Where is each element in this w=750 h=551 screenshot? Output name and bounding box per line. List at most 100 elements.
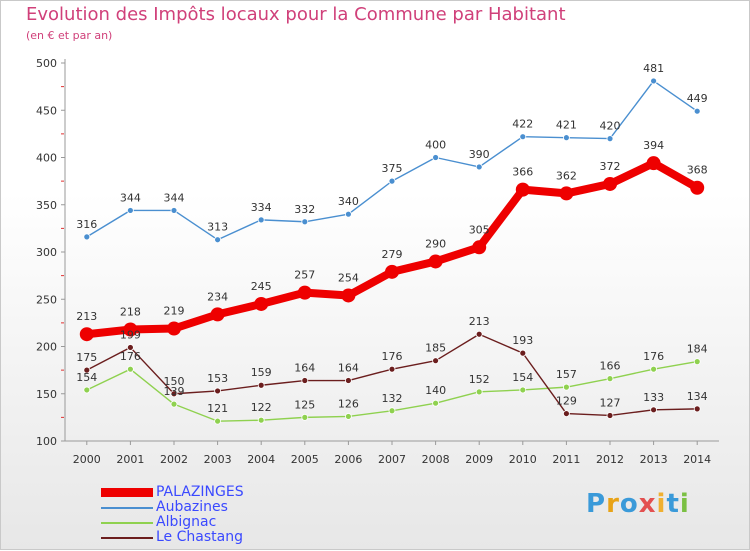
x-tick-label: 2000 <box>73 453 101 466</box>
data-label: 334 <box>251 201 272 214</box>
data-point <box>83 233 91 241</box>
data-label: 176 <box>643 350 664 363</box>
data-label: 316 <box>76 218 97 231</box>
data-label: 176 <box>382 350 403 363</box>
legend-item-aubazines: Aubazines <box>101 500 244 515</box>
legend-label-albignac: Albignac <box>156 514 217 530</box>
data-label: 245 <box>251 280 272 293</box>
chart-subtitle: (en € et par an) <box>26 29 113 42</box>
x-tick-label: 2001 <box>116 453 144 466</box>
data-label: 122 <box>251 401 272 414</box>
data-point <box>690 180 705 195</box>
data-label: 366 <box>512 166 533 179</box>
data-point <box>126 207 134 214</box>
legend-swatch-palazinges <box>101 488 153 497</box>
data-point <box>385 264 399 279</box>
data-label: 257 <box>294 269 315 282</box>
data-point <box>214 236 222 244</box>
data-point <box>606 412 614 419</box>
data-point <box>475 330 483 338</box>
data-label: 219 <box>164 305 185 318</box>
legend-item-albignac: Albignac <box>101 515 244 530</box>
data-label: 133 <box>643 391 664 404</box>
data-point <box>432 399 440 407</box>
data-label: 175 <box>76 351 97 364</box>
y-tick-label: 500 <box>36 57 57 70</box>
brand-letter: x <box>638 489 657 519</box>
data-label: 157 <box>556 368 577 381</box>
y-tick-label: 250 <box>36 293 57 306</box>
chart-title: Evolution des Impôts locaux pour la Comm… <box>26 4 566 25</box>
data-label: 164 <box>338 362 359 375</box>
x-tick-label: 2014 <box>683 453 711 466</box>
y-tick-label: 200 <box>36 341 57 354</box>
data-point <box>693 107 701 115</box>
data-label: 305 <box>469 223 490 236</box>
data-label: 290 <box>425 237 446 250</box>
data-label: 449 <box>687 92 708 105</box>
y-tick-label: 300 <box>36 246 57 259</box>
data-label: 193 <box>512 334 533 347</box>
data-point <box>257 216 265 224</box>
data-point <box>254 296 269 311</box>
data-label: 139 <box>164 385 185 398</box>
x-tick-label: 2012 <box>596 453 624 466</box>
data-point <box>563 410 570 417</box>
data-point <box>475 163 483 171</box>
data-label: 394 <box>643 139 664 152</box>
data-point <box>123 322 138 337</box>
x-tick-label: 2007 <box>378 453 406 466</box>
legend-swatch-aubazines <box>101 506 153 509</box>
data-point <box>170 207 178 214</box>
data-point <box>341 288 356 303</box>
brand-letter: P <box>586 489 607 519</box>
data-point <box>257 416 265 424</box>
data-point <box>79 327 94 342</box>
data-point <box>170 400 178 408</box>
data-label: 400 <box>425 139 446 152</box>
data-point <box>344 210 352 218</box>
data-label: 140 <box>425 384 446 397</box>
data-point <box>301 218 309 226</box>
data-label: 340 <box>338 195 359 208</box>
data-label: 481 <box>643 62 664 75</box>
data-label: 159 <box>251 366 272 379</box>
data-point <box>650 406 657 414</box>
y-tick-label: 450 <box>36 104 57 117</box>
data-label: 279 <box>382 248 403 261</box>
data-point <box>559 186 574 201</box>
y-tick-label: 400 <box>36 152 57 165</box>
data-label: 121 <box>207 402 228 415</box>
y-tick-label: 100 <box>36 435 57 448</box>
data-label: 390 <box>469 148 490 161</box>
brand-letter: i <box>679 489 690 519</box>
data-label: 153 <box>207 372 228 385</box>
data-point <box>606 375 614 383</box>
data-label: 164 <box>294 362 315 375</box>
data-label: 127 <box>600 396 621 409</box>
data-label: 372 <box>600 160 621 173</box>
data-label: 184 <box>687 343 708 356</box>
data-point <box>301 377 309 384</box>
data-label: 420 <box>600 120 621 133</box>
data-label: 332 <box>294 203 315 216</box>
data-point <box>167 321 181 336</box>
data-label: 234 <box>207 290 228 303</box>
data-label: 213 <box>76 310 97 323</box>
data-label: 125 <box>294 398 315 411</box>
data-label: 185 <box>425 342 446 355</box>
data-label: 362 <box>556 169 577 182</box>
data-point <box>126 344 134 351</box>
data-label: 166 <box>600 360 621 373</box>
data-point <box>693 405 701 413</box>
x-tick-label: 2010 <box>509 453 537 466</box>
legend-item-palazinges: PALAZINGES <box>101 485 244 500</box>
legend-label-le-chastang: Le Chastang <box>156 529 243 545</box>
data-point <box>428 254 443 269</box>
data-point <box>297 285 312 300</box>
data-point <box>519 349 527 357</box>
data-label: 132 <box>382 392 403 405</box>
data-point <box>472 240 487 255</box>
